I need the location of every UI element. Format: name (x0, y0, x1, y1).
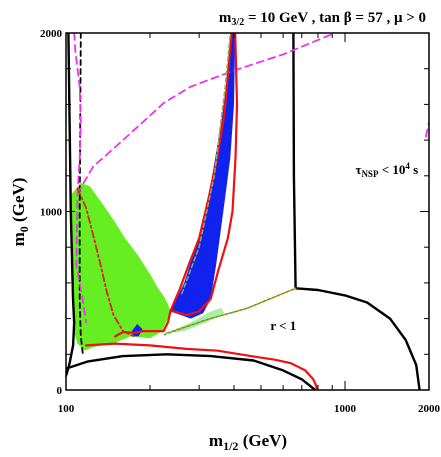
black-lower-boundary (294, 287, 421, 390)
tau-unit: s (410, 162, 418, 177)
red-solid-bottom (84, 342, 318, 390)
title-prefix-sub: 3/2 (231, 17, 244, 28)
x-axis-unit: (GeV) (238, 431, 287, 450)
x-tick-label: 1000 (334, 403, 357, 415)
r-lt-1-label: r < 1 (270, 318, 296, 333)
black-bottom-bump (66, 353, 316, 390)
chart-title: m3/2 = 10 GeV , tan β = 57 , μ > 0 (219, 10, 426, 28)
y-axis-main: m (9, 232, 28, 246)
tau-rel: < 10 (378, 162, 405, 177)
red-dashdot-curve (76, 187, 135, 338)
black-v-line (292, 33, 297, 290)
axis-ticks: 100 1000 2000 0 1000 2000 (40, 28, 441, 415)
orange-dotted-boundary (166, 287, 297, 334)
olive-dashed-strip (181, 33, 232, 295)
x-axis-label: m1/2 (GeV) (209, 431, 287, 453)
magenta-dashed-left (73, 33, 87, 324)
regions-layer (70, 33, 236, 351)
blue-strip (170, 33, 236, 319)
x-axis-sub: 1/2 (223, 439, 238, 453)
tau-main: τ (355, 162, 361, 177)
y-tick-label: 0 (57, 385, 63, 397)
title-prefix: m (219, 10, 232, 26)
red-solid-right (169, 33, 239, 317)
tau-sub: NSP (361, 169, 379, 179)
light-green-region (168, 307, 225, 333)
y-axis-sub: 0 (17, 226, 31, 232)
green-region (70, 182, 171, 351)
curves-layer (66, 33, 429, 390)
y-axis-label: m0 (GeV) (9, 178, 31, 247)
x-axis-main: m (209, 431, 223, 450)
black-left-boundary (66, 33, 76, 377)
x-tick-label: 100 (58, 403, 75, 415)
green-dotted-boundary (163, 287, 297, 336)
tau-nsp-label: τNSP < 104 s (355, 161, 418, 179)
title-greek: β (344, 10, 352, 26)
x-tick-label: 2000 (418, 403, 441, 415)
title-mid: = 10 GeV , tan (244, 10, 344, 26)
y-axis-unit: (GeV) (9, 178, 28, 227)
y-tick-label: 1000 (40, 207, 63, 219)
magenta-dashed-upper (76, 33, 336, 195)
y-tick-label: 2000 (40, 28, 63, 40)
title-suffix: = 57 , μ > 0 (352, 10, 426, 26)
tau-sup: 4 (405, 161, 410, 171)
